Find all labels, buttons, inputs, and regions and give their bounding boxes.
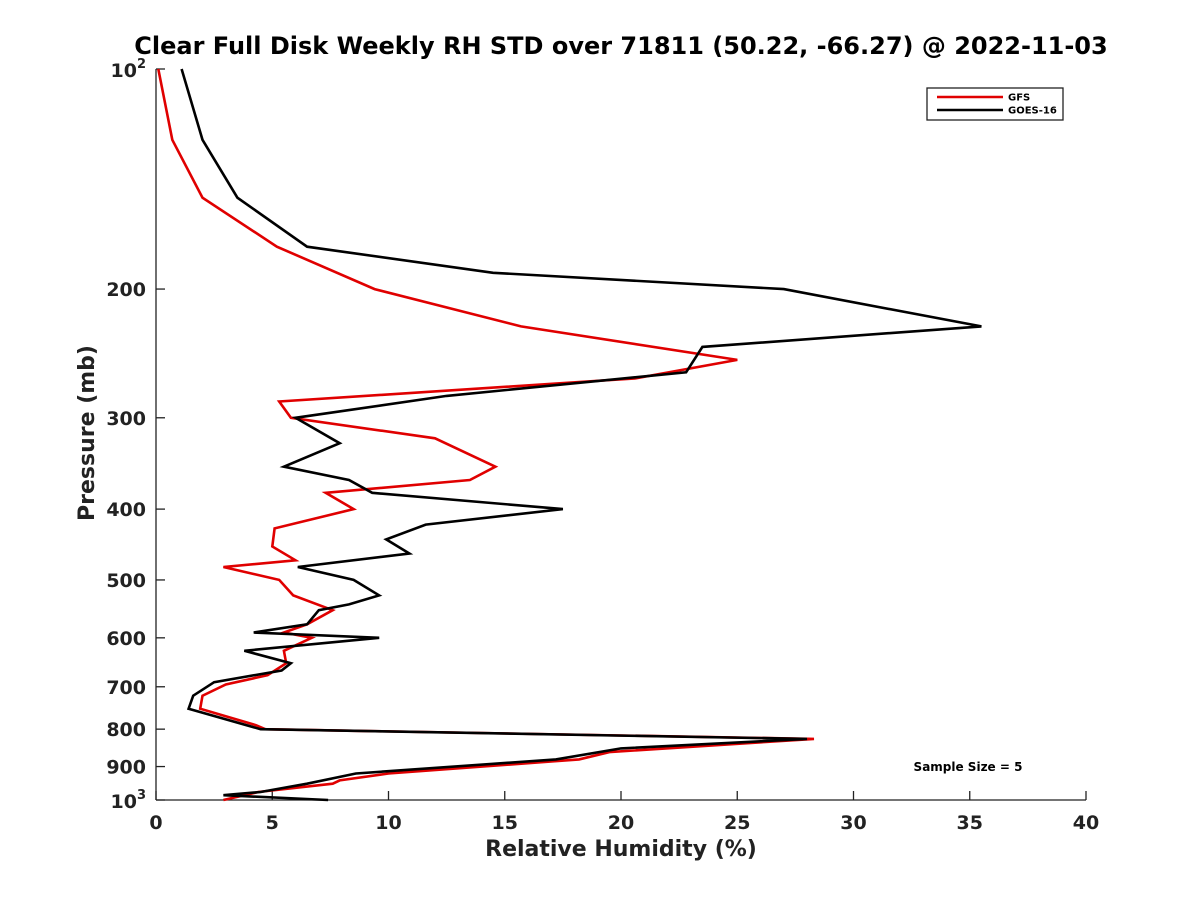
y-tick-label: 700 (106, 677, 146, 699)
y-tick-label: 300 (106, 408, 146, 430)
y-tick-label: 500 (106, 570, 146, 592)
legend-label: GFS (1008, 93, 1030, 104)
sample-size-annotation: Sample Size = 5 (914, 760, 1023, 774)
x-axis-label: Relative Humidity (%) (485, 837, 757, 862)
x-tick-label: 35 (957, 812, 983, 834)
x-tick-label: 40 (1073, 812, 1099, 834)
y-tick-base: 10 (111, 791, 137, 813)
x-tick-label: 25 (724, 812, 750, 834)
x-tick-label: 5 (266, 812, 279, 834)
x-tick-label: 0 (149, 812, 162, 834)
y-tick-exponent: 3 (137, 788, 146, 803)
series-line-gfs (157, 68, 815, 802)
y-tick-exponent: 2 (137, 57, 146, 72)
y-tick-label: 200 (106, 279, 146, 301)
y-tick-label: 102 (111, 57, 147, 82)
x-tick-label: 30 (840, 812, 866, 834)
legend-box (926, 87, 1064, 121)
x-tick-label: 10 (375, 812, 401, 834)
legend: GFS GOES-16 (926, 87, 1064, 121)
y-axis-label: Pressure (mb) (75, 345, 100, 521)
legend-label: GOES-16 (1008, 106, 1057, 117)
x-tick-label: 20 (608, 812, 634, 834)
y-tick-label: 800 (106, 719, 146, 741)
y-tick-label: 600 (106, 628, 146, 650)
y-tick-label: 900 (106, 757, 146, 779)
y-tick-label: 400 (106, 499, 146, 521)
series-line-goes-16 (180, 68, 982, 802)
y-tick-base: 10 (111, 60, 137, 82)
plot-area: 0 5 10 15 20 25 30 35 40102200300400500600700800… (106, 57, 1099, 834)
y-tick-label: 103 (111, 788, 147, 813)
chart-title: Clear Full Disk Weekly RH STD over 71811… (134, 32, 1107, 60)
x-tick-label: 15 (492, 812, 518, 834)
